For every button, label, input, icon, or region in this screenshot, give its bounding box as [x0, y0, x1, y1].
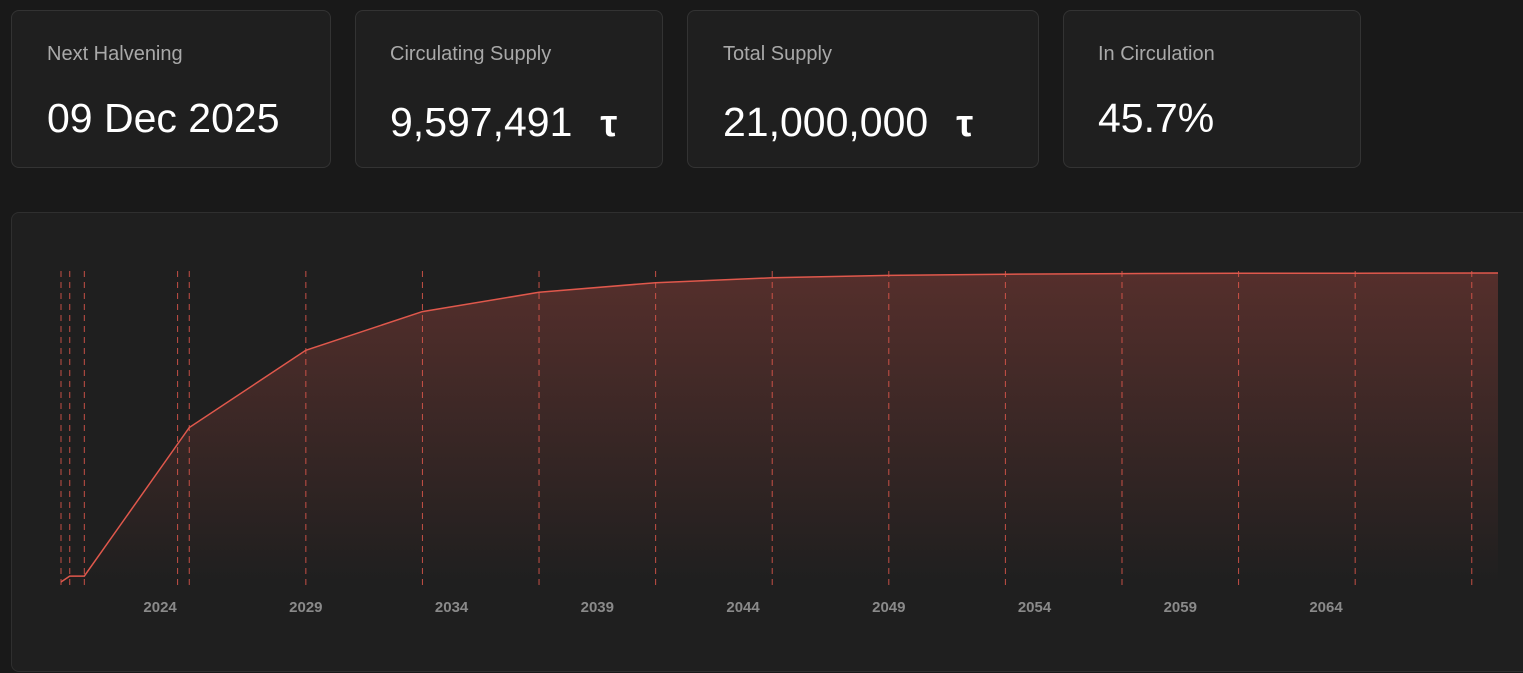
total-supply-value-row: 21,000,000 τ	[723, 99, 973, 146]
x-tick-label: 2044	[726, 599, 760, 616]
in-circulation-card: In Circulation 45.7%	[1063, 10, 1361, 168]
circulating-supply-value: 9,597,491	[390, 99, 573, 145]
in-circulation-label: In Circulation	[1098, 43, 1215, 65]
next-halvening-label: Next Halvening	[47, 43, 183, 65]
tao-icon: τ	[600, 103, 618, 145]
total-supply-label: Total Supply	[723, 43, 832, 65]
next-halvening-value: 09 Dec 2025	[47, 95, 280, 141]
supply-chart: 2024 2029 2034 2039 2044 2049 2054 2059 2064	[60, 271, 1499, 616]
total-supply-value: 21,000,000	[723, 99, 929, 145]
circulating-supply-value-row: 9,597,491 τ	[390, 99, 617, 146]
supply-area-fill	[61, 273, 1498, 582]
x-tick-label: 2024	[143, 599, 177, 616]
x-tick-label: 2064	[1309, 599, 1343, 616]
x-tick-label: 2059	[1164, 599, 1197, 616]
circulating-supply-label: Circulating Supply	[390, 43, 552, 65]
next-halvening-card: Next Halvening 09 Dec 2025	[11, 10, 331, 168]
in-circulation-value: 45.7%	[1098, 95, 1215, 141]
supply-chart-panel: 2024 2029 2034 2039 2044 2049 2054 2059 2064	[11, 212, 1523, 672]
x-tick-label: 2029	[289, 599, 322, 616]
x-tick-label: 2039	[581, 599, 614, 616]
tao-icon: τ	[956, 103, 974, 145]
total-supply-card: Total Supply 21,000,000 τ	[687, 10, 1039, 168]
supply-series-line	[60, 272, 1499, 583]
x-tick-label: 2034	[435, 599, 469, 616]
x-tick-label: 2049	[872, 599, 905, 616]
circulating-supply-card: Circulating Supply 9,597,491 τ	[355, 10, 663, 168]
x-tick-label: 2054	[1018, 599, 1052, 616]
